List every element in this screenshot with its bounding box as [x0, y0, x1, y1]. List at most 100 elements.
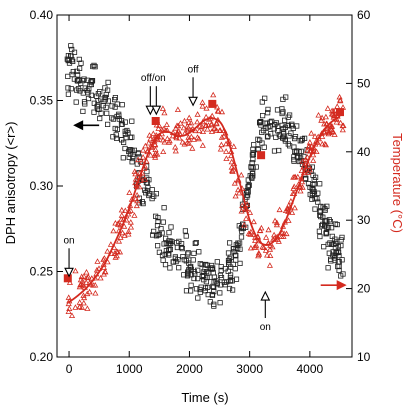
- anisotropy-point: [229, 287, 236, 293]
- temperature-point: [101, 255, 108, 261]
- temperature-point: [308, 130, 315, 136]
- temperature-point: [133, 202, 140, 209]
- temperature-point: [204, 125, 211, 132]
- anisotropy-point: [332, 252, 338, 258]
- anisotropy-point: [285, 123, 292, 129]
- temperature-point: [160, 148, 167, 155]
- anisotropy-point: [174, 244, 180, 251]
- anisotropy-point: [317, 209, 324, 215]
- anisotropy-point: [116, 113, 122, 119]
- anisotropy-point: [259, 129, 265, 135]
- anisotropy-point: [251, 142, 257, 148]
- temperature-point: [246, 209, 254, 215]
- anisotropy-point: [207, 299, 213, 305]
- temperature-point: [257, 227, 264, 234]
- temperature-point: [83, 279, 90, 285]
- anisotropy-point: [321, 244, 327, 250]
- temperature-point: [175, 122, 182, 129]
- anisotropy-point: [204, 274, 210, 281]
- temperature-point: [122, 207, 129, 214]
- temperature-point: [208, 121, 215, 128]
- temperature-point: [190, 136, 197, 142]
- anisotropy-point: [217, 300, 223, 306]
- anisotropy-point: [81, 99, 88, 105]
- temperature-point: [318, 117, 325, 123]
- anisotropy-point: [119, 102, 125, 108]
- anisotropy-point: [178, 244, 184, 250]
- annotation-arrow: [188, 77, 198, 107]
- anisotropy-point: [214, 259, 220, 265]
- anisotropy-point: [274, 107, 281, 113]
- temperature-setpoint-marker: [336, 108, 344, 117]
- temperature-point: [132, 195, 139, 202]
- anisotropy-point: [262, 95, 268, 101]
- anisotropy-point: [334, 238, 340, 245]
- anisotropy-point: [158, 226, 164, 232]
- anisotropy-point: [236, 223, 242, 229]
- anisotropy-point: [265, 106, 271, 112]
- anisotropy-point: [233, 246, 239, 252]
- anisotropy-point: [155, 232, 161, 238]
- temperature-point: [265, 226, 272, 233]
- temperature-point: [181, 117, 188, 124]
- temperature-point: [80, 299, 87, 306]
- temperature-point: [205, 122, 212, 128]
- anisotropy-point: [116, 116, 122, 122]
- temperature-point: [247, 228, 254, 235]
- anisotropy-point: [119, 137, 125, 143]
- anisotropy-point: [291, 158, 297, 164]
- anisotropy-point: [335, 244, 342, 250]
- temperature-point: [289, 209, 296, 215]
- temperature-point: [185, 134, 192, 140]
- temperature-point: [185, 140, 192, 146]
- temperature-point: [231, 180, 238, 186]
- anisotropy-point: [161, 205, 167, 211]
- anisotropy-point: [122, 119, 128, 125]
- temperature-point: [88, 275, 95, 281]
- anisotropy-point: [199, 261, 205, 268]
- anisotropy-point: [75, 72, 81, 78]
- temperature-point: [196, 127, 203, 134]
- temperature-point: [325, 128, 332, 134]
- temperature-point: [135, 156, 142, 163]
- anisotropy-point: [186, 260, 192, 266]
- anisotropy-point: [324, 230, 330, 236]
- temperature-point: [169, 132, 176, 139]
- anisotropy-point: [328, 225, 335, 231]
- temperature-point: [84, 290, 91, 297]
- anisotropy-point: [120, 155, 126, 161]
- temperature-point: [117, 234, 124, 240]
- anisotropy-point: [209, 291, 215, 298]
- anisotropy-point: [129, 118, 135, 124]
- anisotropy-point: [69, 46, 75, 53]
- anisotropy-point: [154, 243, 161, 249]
- anisotropy-point: [264, 134, 271, 140]
- temperature-point: [78, 304, 86, 311]
- temperature-point: [199, 103, 206, 109]
- anisotropy-point: [145, 185, 151, 191]
- anisotropy-point: [153, 233, 160, 239]
- anisotropy-point: [103, 91, 109, 97]
- anisotropy-point: [230, 261, 236, 268]
- temperature-point: [131, 212, 138, 218]
- temperature-point: [291, 204, 298, 211]
- anisotropy-point: [211, 288, 217, 295]
- temperature-point: [319, 133, 326, 139]
- anisotropy-point: [217, 290, 223, 296]
- temperature-point: [228, 164, 235, 170]
- anisotropy-point: [144, 168, 150, 175]
- temperature-point: [228, 158, 235, 165]
- anisotropy-point: [105, 98, 111, 104]
- anisotropy-point: [243, 190, 249, 196]
- anisotropy-point: [188, 282, 194, 288]
- temperature-point: [266, 262, 273, 268]
- anisotropy-point: [253, 164, 259, 170]
- anisotropy-point: [317, 233, 323, 240]
- temperature-point: [217, 145, 224, 152]
- temperature-point: [311, 133, 319, 139]
- temperature-point: [220, 133, 227, 139]
- temperature-point: [245, 230, 252, 236]
- anisotropy-point: [250, 146, 256, 153]
- temperature-point: [271, 231, 278, 238]
